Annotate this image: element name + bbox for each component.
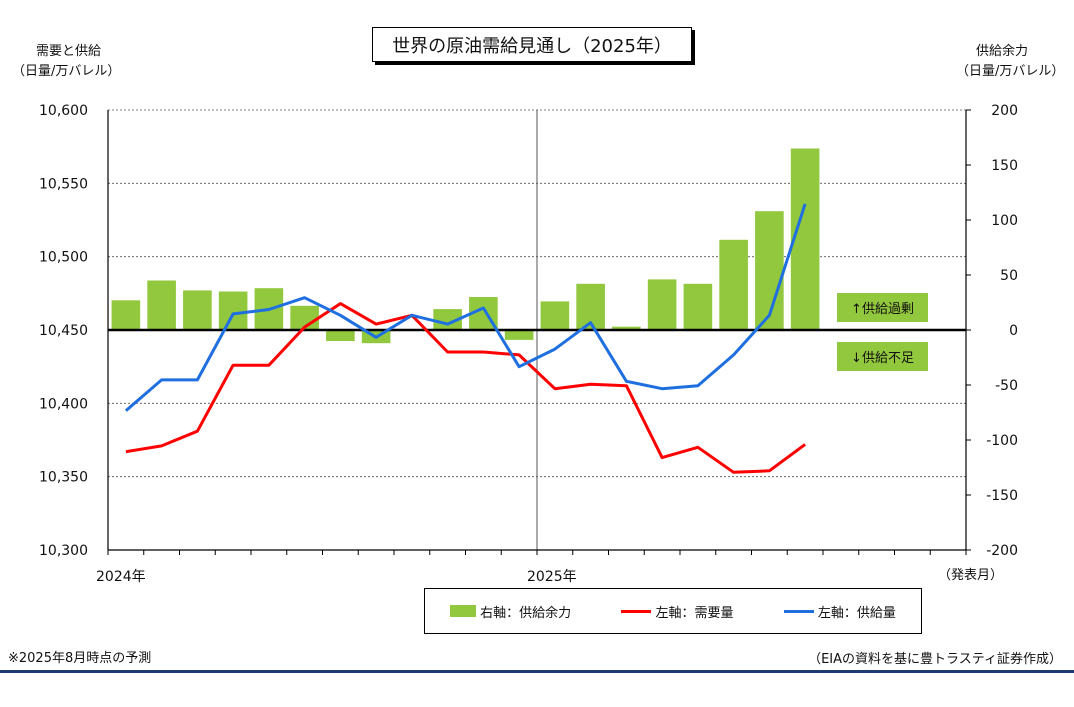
- line-supply: [124, 203, 807, 412]
- left-tick-label: 10,300: [39, 543, 88, 559]
- left-axis-title-line1: 需要と供給: [36, 44, 102, 59]
- bar-supply-capacity: [540, 301, 570, 330]
- x-unit-label: （発表月）: [938, 568, 1004, 583]
- left-tick-label: 10,400: [39, 396, 88, 412]
- right-tick-label: -200: [986, 543, 1018, 559]
- right-axis-title: 供給余力 （日量/万バレル）: [956, 42, 1064, 82]
- line-demand: [125, 302, 806, 474]
- left-axis-title-line2: （日量/万バレル）: [12, 64, 121, 79]
- bar-supply-capacity: [111, 300, 141, 330]
- bar-supply-capacity: [755, 211, 784, 330]
- bar-supply-capacity: [218, 291, 248, 330]
- legend-swatch-supply: [783, 609, 814, 613]
- bar-supply-capacity: [790, 148, 820, 330]
- legend-item-demand: 左軸：需要量: [621, 602, 734, 621]
- line-series: [124, 203, 807, 474]
- right-tick-label: 0: [1009, 323, 1018, 339]
- bar-supply-capacity: [433, 309, 462, 330]
- right-tick-label: -100: [986, 433, 1018, 449]
- callout-surplus: ↑供給過剰: [837, 293, 928, 322]
- legend-item-supply-capacity: 右軸：供給余力: [450, 602, 571, 621]
- right-tick-label: -50: [995, 378, 1018, 394]
- source-note: （EIAの資料を基に豊トラスティ証券作成）: [808, 652, 1062, 667]
- legend-label-supply: 左軸：供給量: [817, 605, 896, 621]
- left-tick-label: 10,500: [39, 250, 88, 266]
- legend-label-supply-capacity: 右軸：供給余力: [480, 605, 572, 621]
- right-tick-label: 50: [1000, 268, 1018, 284]
- right-tick-label: 200: [991, 103, 1018, 119]
- right-axis-title-line1: 供給余力: [976, 44, 1029, 59]
- left-tick-label: 10,350: [39, 470, 88, 486]
- right-axis-title-line2: （日量/万バレル）: [956, 64, 1065, 79]
- legend-item-supply: 左軸：供給量: [783, 602, 896, 621]
- x-tick-label: 2025年: [527, 569, 577, 585]
- callout-shortage: ↓供給不足: [837, 342, 928, 371]
- legend-label-demand: 左軸：需要量: [655, 605, 734, 621]
- bar-supply-capacity: [147, 280, 176, 330]
- legend-swatch-bar: [450, 605, 477, 617]
- axes: 10,300 10,350 10,400 10,450 10,500 10,550 10,6…: [39, 103, 1018, 585]
- bar-supply-capacity: [612, 326, 641, 330]
- bar-series: [111, 148, 820, 344]
- chart-title: 世界の原油需給見通し（2025年）: [372, 27, 692, 62]
- left-tick-label: 10,450: [39, 323, 88, 339]
- left-tick-label: 10,550: [39, 176, 88, 192]
- footnote: ※2025年8月時点の予測: [8, 651, 152, 666]
- x-tick-label: 2024年: [96, 569, 146, 585]
- legend-swatch-demand: [621, 609, 652, 613]
- left-axis-title: 需要と供給 （日量/万バレル）: [12, 42, 120, 82]
- right-tick-label: -150: [986, 488, 1018, 504]
- bar-supply-capacity: [326, 330, 355, 341]
- right-tick-label: 150: [991, 158, 1018, 174]
- bar-supply-capacity: [683, 283, 713, 330]
- bar-supply-capacity: [719, 239, 748, 330]
- bottom-rule: [0, 670, 1074, 673]
- bar-supply-capacity: [647, 279, 677, 330]
- legend: 右軸：供給余力 左軸：需要量 左軸：供給量: [424, 588, 922, 634]
- bar-supply-capacity: [504, 330, 534, 340]
- left-tick-label: 10,600: [39, 103, 88, 119]
- bar-supply-capacity: [183, 290, 212, 330]
- right-tick-label: 100: [991, 213, 1018, 229]
